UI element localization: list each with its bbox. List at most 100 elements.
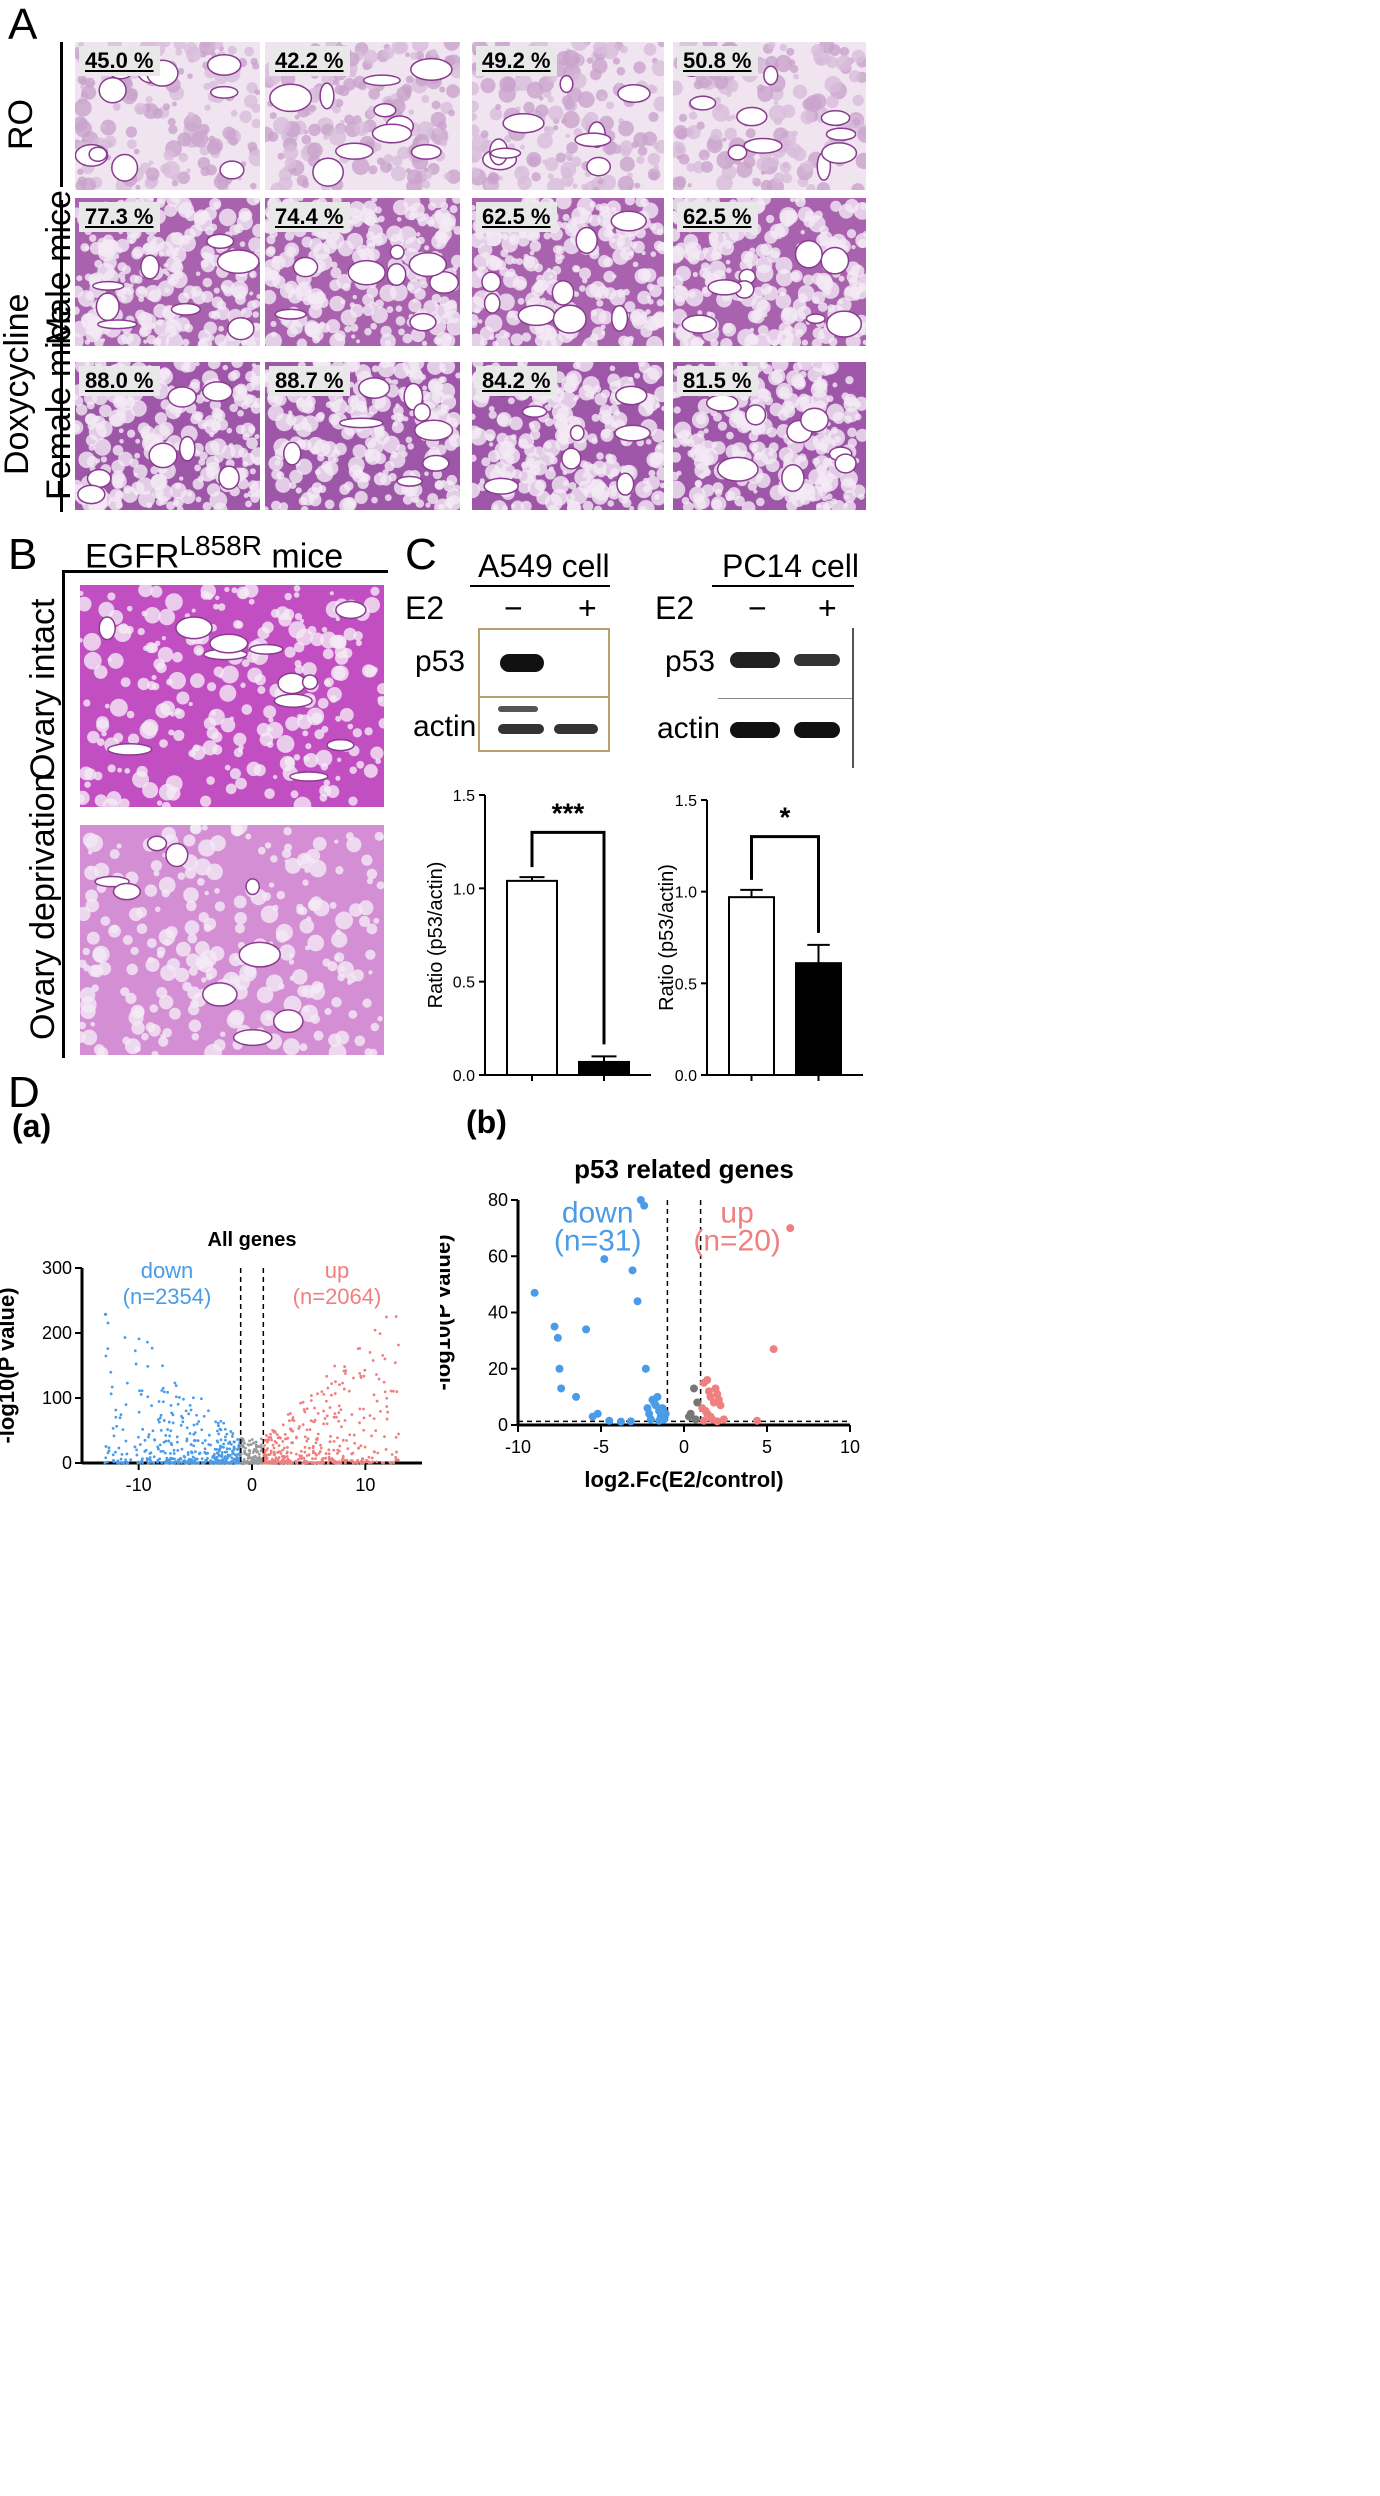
tissue-speck xyxy=(616,66,626,76)
alveolar-space xyxy=(420,281,428,289)
point-down xyxy=(137,1435,140,1439)
point-up xyxy=(385,1417,389,1421)
alveolar-space xyxy=(708,231,719,242)
airway-lumen xyxy=(170,302,202,316)
airway-lumen xyxy=(97,319,138,330)
alveolar-space xyxy=(851,244,856,250)
point-up xyxy=(374,1429,378,1433)
point-up xyxy=(329,1434,332,1438)
alveolar-space xyxy=(379,284,397,302)
point-down xyxy=(229,1461,232,1465)
alveolar-space xyxy=(312,335,321,344)
alveolar-space xyxy=(153,424,170,441)
alveolar-space xyxy=(213,603,219,610)
tissue-speck xyxy=(125,88,138,101)
alveolar-space xyxy=(230,369,241,380)
tissue-speck xyxy=(410,51,419,60)
airway-lumen xyxy=(689,95,717,111)
point-down xyxy=(215,1447,218,1451)
alveolar-space xyxy=(290,790,299,799)
alveolar-space xyxy=(851,484,866,498)
alveolar-space xyxy=(688,291,696,299)
alveolar-space xyxy=(844,407,860,423)
alveolar-space xyxy=(158,495,168,505)
alveolar-space xyxy=(725,444,741,459)
point-down xyxy=(120,1461,123,1465)
alveolar-space xyxy=(111,473,127,489)
x-tick-label: 0 xyxy=(679,1437,689,1457)
tissue-speck xyxy=(186,168,191,173)
tissue-speck xyxy=(520,144,525,150)
point-ns xyxy=(684,1412,693,1421)
point-up xyxy=(372,1417,376,1421)
pc14-actin-label: actin xyxy=(657,712,721,745)
point-ns xyxy=(258,1445,261,1449)
point-down xyxy=(185,1426,189,1430)
alveolar-space xyxy=(345,832,354,841)
alveolar-space xyxy=(303,755,310,762)
alveolar-space xyxy=(119,439,124,444)
alveolar-space xyxy=(122,935,133,946)
tissue-speck xyxy=(714,75,729,90)
alveolar-space xyxy=(100,456,108,463)
point-down xyxy=(193,1431,197,1435)
point-down xyxy=(195,1461,199,1465)
tissue-speck xyxy=(811,43,825,57)
point-down xyxy=(214,1458,218,1462)
point-up xyxy=(319,1446,323,1450)
point-up xyxy=(285,1455,289,1458)
point-down xyxy=(124,1458,127,1462)
tissue-speck xyxy=(177,171,191,185)
point-up xyxy=(324,1456,328,1460)
airway-lumen xyxy=(201,982,238,1007)
point-up xyxy=(362,1461,366,1465)
tissue-speck xyxy=(703,155,708,161)
y-axis-label: -log10(P value) xyxy=(440,1234,455,1390)
alveolar-space xyxy=(533,263,543,273)
point-ns xyxy=(252,1457,256,1461)
alveolar-space xyxy=(710,409,718,417)
alveolar-space xyxy=(307,288,325,305)
point-down xyxy=(146,1340,149,1344)
tissue-speck xyxy=(309,104,317,112)
alveolar-space xyxy=(366,231,376,241)
point-up xyxy=(280,1454,284,1458)
alveolar-space xyxy=(356,760,365,769)
alveolar-space xyxy=(85,434,98,447)
point-down xyxy=(661,1409,670,1418)
tissue-speck xyxy=(562,49,580,68)
alveolar-space xyxy=(305,945,310,951)
tissue-speck xyxy=(125,126,138,138)
point-down xyxy=(190,1450,193,1454)
alveolar-space xyxy=(136,765,148,778)
tissue-speck xyxy=(526,152,542,168)
alveolar-space xyxy=(354,490,368,505)
tissue-speck xyxy=(446,84,460,99)
alveolar-space xyxy=(101,730,107,737)
tumor-percent-label: 45.0 % xyxy=(79,46,160,76)
alveolar-space xyxy=(333,665,349,681)
a549-header-rule xyxy=(470,585,610,587)
alveolar-space xyxy=(203,321,218,335)
point-up xyxy=(343,1365,347,1368)
airway-lumen xyxy=(362,74,401,87)
alveolar-space xyxy=(339,965,346,972)
alveolar-space xyxy=(596,299,604,307)
alveolar-space xyxy=(351,215,363,228)
point-up xyxy=(273,1429,277,1433)
alveolar-space xyxy=(530,424,536,430)
point-up xyxy=(299,1401,302,1405)
airway-lumen xyxy=(502,112,545,134)
histology-tile: 62.5 % xyxy=(666,190,873,351)
alveolar-space xyxy=(656,228,664,236)
tissue-speck xyxy=(686,125,701,140)
alveolar-space xyxy=(124,768,131,774)
point-up xyxy=(314,1457,317,1461)
tissue-speck xyxy=(391,155,403,167)
alveolar-space xyxy=(319,631,337,649)
y-tick-label: 1.0 xyxy=(675,885,697,902)
point-down xyxy=(201,1460,204,1464)
alveolar-space xyxy=(216,306,230,321)
alveolar-space xyxy=(86,455,98,467)
airway-lumen xyxy=(574,132,612,148)
